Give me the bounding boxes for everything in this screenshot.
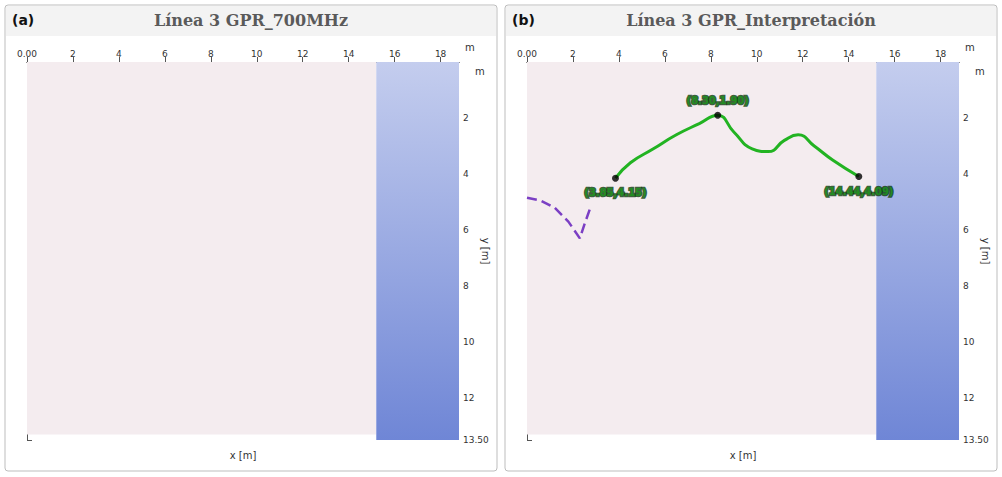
svg-text:m: m — [465, 42, 475, 53]
svg-text:m: m — [475, 66, 485, 77]
svg-text:4: 4 — [616, 49, 622, 59]
svg-text:(3.85,4.15): (3.85,4.15) — [584, 187, 646, 198]
svg-text:y [m]: y [m] — [480, 238, 491, 265]
svg-text:13.50: 13.50 — [963, 435, 989, 445]
svg-text:(8.30,1.90): (8.30,1.90) — [687, 95, 749, 106]
svg-text:18: 18 — [935, 49, 947, 59]
svg-text:Línea 3 GPR_Interpretación: Línea 3 GPR_Interpretación — [626, 11, 876, 30]
svg-text:10: 10 — [251, 49, 263, 59]
svg-text:10: 10 — [463, 337, 475, 347]
svg-text:4: 4 — [963, 169, 969, 179]
svg-text:6: 6 — [963, 225, 969, 235]
svg-text:14: 14 — [843, 49, 855, 59]
svg-text:(14.44,4.09): (14.44,4.09) — [824, 186, 893, 197]
svg-text:12: 12 — [297, 49, 308, 59]
svg-text:m: m — [975, 66, 985, 77]
svg-text:2: 2 — [570, 49, 576, 59]
svg-text:y [m]: y [m] — [980, 238, 991, 265]
svg-text:2: 2 — [463, 113, 469, 123]
svg-text:13.50: 13.50 — [463, 435, 489, 445]
svg-text:0.00: 0.00 — [517, 49, 537, 59]
svg-text:12: 12 — [463, 393, 474, 403]
svg-text:10: 10 — [751, 49, 763, 59]
svg-text:6: 6 — [463, 225, 469, 235]
svg-text:4: 4 — [463, 169, 469, 179]
svg-text:12: 12 — [963, 393, 974, 403]
svg-text:4: 4 — [116, 49, 122, 59]
svg-text:2: 2 — [963, 113, 969, 123]
svg-text:0.00: 0.00 — [17, 49, 37, 59]
svg-text:18: 18 — [435, 49, 447, 59]
svg-text:x [m]: x [m] — [730, 450, 757, 461]
svg-text:12: 12 — [797, 49, 808, 59]
svg-text:16: 16 — [889, 49, 901, 59]
svg-text:6: 6 — [162, 49, 168, 59]
svg-text:8: 8 — [208, 49, 214, 59]
svg-text:8: 8 — [463, 281, 469, 291]
svg-text:(a): (a) — [12, 12, 34, 28]
svg-text:16: 16 — [389, 49, 401, 59]
svg-text:Línea 3 GPR_700MHz: Línea 3 GPR_700MHz — [154, 11, 348, 30]
svg-text:(b): (b) — [512, 12, 535, 28]
svg-text:6: 6 — [662, 49, 668, 59]
svg-text:2: 2 — [70, 49, 76, 59]
svg-text:10: 10 — [963, 337, 975, 347]
svg-text:14: 14 — [343, 49, 355, 59]
svg-text:x [m]: x [m] — [230, 450, 257, 461]
svg-text:8: 8 — [708, 49, 714, 59]
svg-text:8: 8 — [963, 281, 969, 291]
svg-text:m: m — [965, 42, 975, 53]
